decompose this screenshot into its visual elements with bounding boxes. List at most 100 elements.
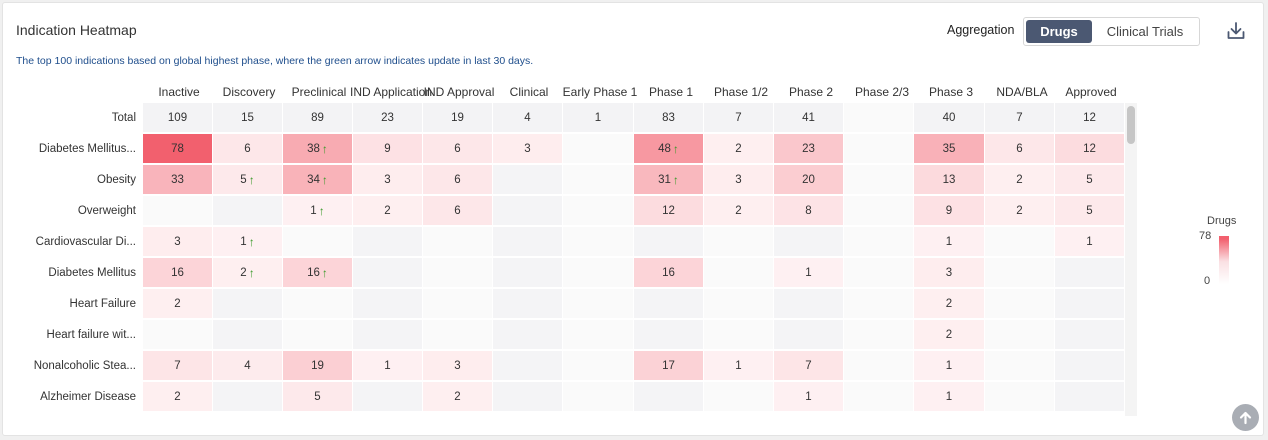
- heatmap-cell[interactable]: 1: [774, 382, 843, 411]
- heatmap-cell[interactable]: 1↑: [213, 227, 282, 256]
- heatmap-cell[interactable]: [704, 320, 773, 349]
- heatmap-cell[interactable]: [844, 196, 913, 225]
- heatmap-cell[interactable]: 17: [634, 351, 703, 380]
- heatmap-cell[interactable]: 1: [774, 258, 843, 287]
- heatmap-cell[interactable]: 5: [283, 382, 352, 411]
- heatmap-cell[interactable]: [844, 320, 913, 349]
- heatmap-cell[interactable]: [704, 258, 773, 287]
- heatmap-cell[interactable]: [563, 382, 633, 411]
- heatmap-cell[interactable]: [213, 320, 282, 349]
- heatmap-cell[interactable]: 7: [143, 351, 212, 380]
- heatmap-scroll-thumb[interactable]: [1127, 106, 1135, 144]
- heatmap-cell[interactable]: 6: [985, 134, 1054, 163]
- heatmap-cell[interactable]: 2: [704, 196, 773, 225]
- heatmap-cell[interactable]: [1055, 351, 1124, 380]
- heatmap-cell[interactable]: 2: [353, 196, 422, 225]
- heatmap-cell[interactable]: 78: [143, 134, 212, 163]
- heatmap-cell[interactable]: [844, 351, 913, 380]
- heatmap-cell[interactable]: [774, 227, 843, 256]
- heatmap-cell[interactable]: 6: [423, 134, 492, 163]
- heatmap-cell[interactable]: 9: [353, 134, 422, 163]
- heatmap-cell[interactable]: [493, 382, 562, 411]
- heatmap-cell[interactable]: 35: [914, 134, 984, 163]
- heatmap-cell[interactable]: [634, 382, 703, 411]
- heatmap-cell[interactable]: 9: [914, 196, 984, 225]
- heatmap-cell[interactable]: 4: [493, 103, 562, 132]
- heatmap-cell[interactable]: [1055, 320, 1124, 349]
- heatmap-cell[interactable]: 40: [914, 103, 984, 132]
- heatmap-cell[interactable]: 7: [704, 103, 773, 132]
- heatmap-cell[interactable]: 4: [213, 351, 282, 380]
- heatmap-cell[interactable]: 16: [143, 258, 212, 287]
- heatmap-cell[interactable]: 38↑: [283, 134, 352, 163]
- heatmap-cell[interactable]: [423, 258, 492, 287]
- heatmap-cell[interactable]: [563, 258, 633, 287]
- heatmap-cell[interactable]: [1055, 258, 1124, 287]
- heatmap-cell[interactable]: [563, 289, 633, 318]
- heatmap-cell[interactable]: 3: [704, 165, 773, 194]
- heatmap-cell[interactable]: 6: [423, 165, 492, 194]
- heatmap-cell[interactable]: 1: [914, 227, 984, 256]
- heatmap-cell[interactable]: 3: [493, 134, 562, 163]
- heatmap-cell[interactable]: [493, 227, 562, 256]
- heatmap-cell[interactable]: 19: [423, 103, 492, 132]
- heatmap-cell[interactable]: [493, 289, 562, 318]
- heatmap-cell[interactable]: 3: [143, 227, 212, 256]
- heatmap-cell[interactable]: 19: [283, 351, 352, 380]
- heatmap-cell[interactable]: 12: [634, 196, 703, 225]
- heatmap-cell[interactable]: 2: [985, 165, 1054, 194]
- heatmap-cell[interactable]: [563, 134, 633, 163]
- heatmap-scrollbar[interactable]: [1125, 103, 1137, 416]
- heatmap-cell[interactable]: 6: [423, 196, 492, 225]
- heatmap-cell[interactable]: 16: [634, 258, 703, 287]
- heatmap-cell[interactable]: [985, 258, 1054, 287]
- heatmap-cell[interactable]: 8: [774, 196, 843, 225]
- heatmap-cell[interactable]: [774, 320, 843, 349]
- heatmap-cell[interactable]: 1: [704, 351, 773, 380]
- heatmap-cell[interactable]: [283, 320, 352, 349]
- heatmap-cell[interactable]: 2: [914, 289, 984, 318]
- heatmap-cell[interactable]: 20: [774, 165, 843, 194]
- download-icon[interactable]: [1225, 20, 1247, 42]
- heatmap-cell[interactable]: [704, 382, 773, 411]
- heatmap-cell[interactable]: 16↑: [283, 258, 352, 287]
- heatmap-cell[interactable]: [844, 258, 913, 287]
- heatmap-cell[interactable]: 5: [1055, 196, 1124, 225]
- heatmap-cell[interactable]: 31↑: [634, 165, 703, 194]
- heatmap-cell[interactable]: [353, 258, 422, 287]
- heatmap-cell[interactable]: 2: [704, 134, 773, 163]
- heatmap-cell[interactable]: 12: [1055, 134, 1124, 163]
- heatmap-cell[interactable]: [844, 165, 913, 194]
- heatmap-cell[interactable]: [844, 227, 913, 256]
- heatmap-cell[interactable]: 41: [774, 103, 843, 132]
- heatmap-cell[interactable]: 3: [914, 258, 984, 287]
- heatmap-cell[interactable]: [563, 351, 633, 380]
- heatmap-cell[interactable]: 3: [423, 351, 492, 380]
- heatmap-cell[interactable]: 34↑: [283, 165, 352, 194]
- heatmap-cell[interactable]: 12: [1055, 103, 1124, 132]
- heatmap-cell[interactable]: [844, 134, 913, 163]
- heatmap-cell[interactable]: [634, 227, 703, 256]
- heatmap-cell[interactable]: [213, 289, 282, 318]
- heatmap-cell[interactable]: [423, 289, 492, 318]
- heatmap-cell[interactable]: [774, 289, 843, 318]
- heatmap-cell[interactable]: 13: [914, 165, 984, 194]
- heatmap-cell[interactable]: [493, 258, 562, 287]
- heatmap-cell[interactable]: 15: [213, 103, 282, 132]
- heatmap-cell[interactable]: 5↑: [213, 165, 282, 194]
- heatmap-cell[interactable]: [1055, 289, 1124, 318]
- heatmap-cell[interactable]: [143, 196, 212, 225]
- heatmap-cell[interactable]: 23: [774, 134, 843, 163]
- heatmap-cell[interactable]: 2: [985, 196, 1054, 225]
- heatmap-cell[interactable]: 33: [143, 165, 212, 194]
- heatmap-cell[interactable]: 2: [143, 382, 212, 411]
- heatmap-cell[interactable]: [985, 289, 1054, 318]
- heatmap-cell[interactable]: 48↑: [634, 134, 703, 163]
- heatmap-cell[interactable]: [1055, 382, 1124, 411]
- heatmap-cell[interactable]: [213, 196, 282, 225]
- heatmap-cell[interactable]: 2: [423, 382, 492, 411]
- heatmap-cell[interactable]: [493, 196, 562, 225]
- heatmap-cell[interactable]: [563, 196, 633, 225]
- heatmap-cell[interactable]: 5: [1055, 165, 1124, 194]
- heatmap-cell[interactable]: 7: [985, 103, 1054, 132]
